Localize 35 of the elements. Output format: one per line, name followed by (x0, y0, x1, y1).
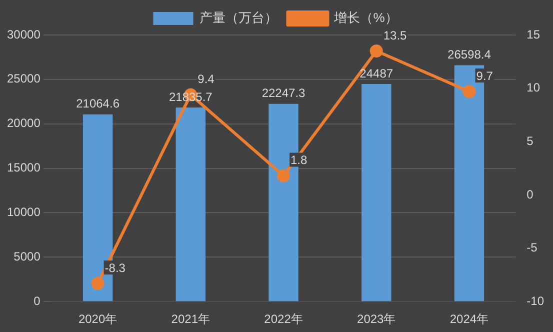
y-tick-label: 10000 (6, 205, 41, 220)
x-tick-label: 2021年 (171, 312, 210, 326)
data-label: 1.8 (290, 153, 308, 168)
x-tick-label: 2023年 (357, 312, 396, 326)
data-label: 9.7 (476, 68, 494, 83)
y-tick-label: 20000 (6, 116, 41, 130)
point (462, 85, 476, 98)
y-tick-label: 0 (34, 294, 41, 308)
legend-label: 增长（%） (333, 10, 398, 26)
y2-tick-label: -10 (526, 294, 544, 308)
data-label: 24487 (360, 66, 394, 80)
data-label: 21064.6 (76, 96, 120, 111)
point (370, 44, 383, 58)
point (277, 169, 290, 182)
y2-tick-label: -5 (526, 240, 538, 255)
bar (176, 108, 206, 302)
x-tick-label: 2024年 (450, 312, 489, 326)
y2-tick-label: 15 (526, 27, 540, 42)
data-label: 13.5 (383, 28, 408, 42)
y2-tick-label: 0 (526, 187, 534, 202)
data-label: 9.4 (198, 72, 215, 86)
data-label: -8.3 (104, 260, 126, 275)
legend-label: 产量（万台） (200, 10, 278, 26)
x-tick-label: 2022年 (264, 312, 303, 326)
point (91, 276, 104, 290)
data-label: 26598.4 (448, 48, 492, 62)
y2-tick-label: 5 (526, 134, 534, 148)
x-tick-label: 2020年 (78, 312, 118, 326)
y-tick-label: 15000 (6, 160, 41, 175)
data-label: 22247.3 (262, 86, 306, 100)
y-tick-label: 5000 (14, 249, 41, 264)
y-tick-label: 30000 (6, 27, 41, 42)
y-tick-label: 25000 (6, 72, 41, 86)
bar (362, 84, 392, 302)
y2-tick-label: 10 (526, 80, 540, 95)
